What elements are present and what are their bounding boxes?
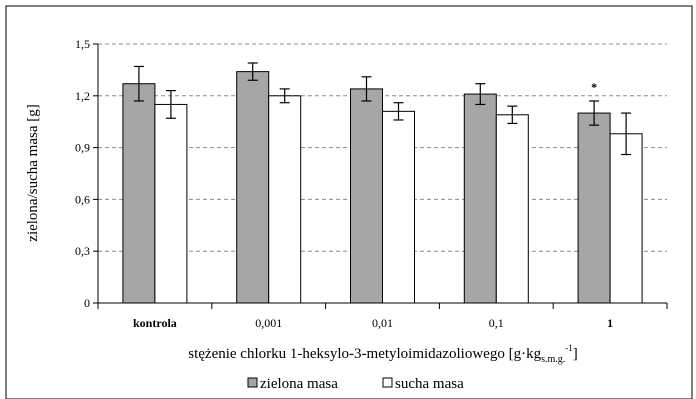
x-axis-title-sub: s.m.g.: [541, 354, 565, 365]
significance-marks: *: [591, 80, 597, 94]
y-axis-title: zielona/sucha masa [g]: [25, 104, 41, 241]
bar-zielona: [122, 83, 156, 304]
y-tick-label: 1,2: [75, 89, 90, 103]
bar-sucha: [382, 110, 415, 304]
x-axis-title: stężenie chlorku 1-heksylo-3-metyloimida…: [188, 343, 578, 365]
legend-swatch-zielona: [247, 377, 258, 388]
legend-label-sucha: sucha masa: [395, 376, 464, 392]
bar-zielona: [350, 88, 383, 304]
x-tick-label: 0,1: [489, 316, 504, 330]
error-bars: [133, 62, 632, 156]
y-tick-label: 0,9: [75, 141, 90, 155]
bar-zielona: [463, 93, 497, 304]
gridlines: [98, 43, 667, 252]
x-axis-title-end: ]: [573, 346, 578, 362]
y-tick-labels: 0 0,3 0,6 0,9 1,2 1,5: [75, 37, 90, 310]
legend-label-zielona: zielona masa: [260, 376, 338, 392]
x-tick-label: 1: [607, 316, 613, 330]
y-tick-label: 1,5: [75, 37, 90, 51]
legend: zielona masa sucha masa: [247, 376, 464, 392]
x-axis-title-sup: -1: [565, 343, 573, 353]
y-tick-label: 0,6: [75, 192, 90, 206]
y-tick-label: 0,3: [75, 244, 90, 258]
bar-sucha: [268, 95, 302, 304]
bar-zielona: [577, 112, 611, 304]
axes: [93, 43, 668, 309]
bar-zielona: [236, 71, 270, 304]
legend-swatch-sucha: [382, 377, 393, 388]
significance-star: *: [591, 80, 597, 94]
x-tick-label: 0,001: [255, 316, 282, 330]
bar-sucha: [495, 114, 529, 304]
x-tick-labels: kontrola 0,001 0,01 0,1 1: [133, 316, 613, 330]
x-tick-label: kontrola: [133, 316, 177, 330]
bar-sucha: [609, 133, 643, 304]
x-tick-label: 0,01: [372, 316, 393, 330]
y-tick-label: 0: [84, 296, 90, 310]
x-axis-title-main: stężenie chlorku 1-heksylo-3-metyloimida…: [188, 346, 541, 362]
bar-sucha: [154, 103, 188, 304]
